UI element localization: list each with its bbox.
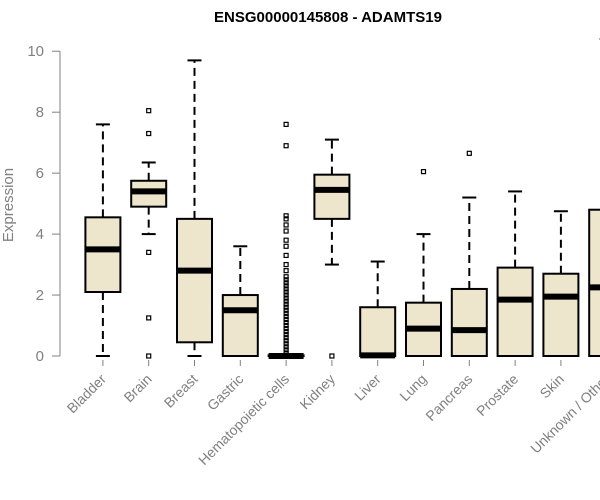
outlier-point	[283, 213, 289, 219]
outlier-point	[283, 304, 289, 310]
y-tick-label: 6	[36, 165, 44, 182]
outlier-point	[283, 268, 289, 274]
box-brain	[130, 108, 168, 359]
x-tick-label: Prostate	[473, 371, 521, 419]
x-tick-label: Lung	[396, 371, 429, 404]
box-kidney	[313, 138, 351, 359]
outlier-point	[146, 353, 152, 359]
iqr-box	[359, 306, 397, 358]
x-tick-label: Brain	[120, 371, 154, 405]
outlier-point	[283, 295, 289, 301]
y-axis-label: Expression	[0, 168, 17, 242]
y-axis-ticks: 0 2 4 6 8 10	[27, 43, 60, 365]
outlier-point	[283, 283, 289, 289]
box-unknown-other	[588, 38, 600, 357]
box-skin	[542, 210, 580, 358]
outlier-point	[283, 298, 289, 304]
outlier-point	[283, 347, 289, 353]
iqr-box	[84, 216, 122, 293]
box-breast	[176, 59, 213, 357]
outlier-point	[283, 121, 289, 127]
outlier-point	[283, 237, 289, 243]
box-hematopoietic-cells	[267, 121, 305, 359]
outlier-point	[283, 274, 289, 280]
outlier-point	[283, 338, 289, 344]
outlier-point	[283, 261, 289, 268]
outlier-point	[146, 108, 152, 114]
outlier-point	[283, 301, 289, 307]
outlier-point	[283, 289, 289, 295]
box-prostate	[496, 190, 534, 357]
outlier-point	[146, 130, 152, 137]
y-tick-label: 10	[27, 43, 44, 60]
iqr-box	[450, 287, 488, 358]
outlier-point	[283, 252, 289, 259]
box-bladder	[84, 123, 122, 357]
outlier-point	[420, 169, 427, 175]
outlier-point	[146, 315, 152, 321]
outlier-point	[283, 341, 289, 347]
x-tick-label: Liver	[351, 371, 384, 404]
y-tick-label: 0	[36, 348, 44, 365]
outlier-point	[283, 216, 289, 222]
outlier-point	[283, 292, 289, 298]
outlier-point	[283, 277, 289, 283]
x-tick-label: Pancreas	[422, 371, 475, 424]
y-tick-label: 8	[36, 104, 44, 121]
x-tick-label: Breast	[161, 371, 201, 411]
x-tick-label: Kidney	[296, 371, 338, 413]
outlier-point	[283, 143, 289, 149]
iqr-box	[496, 266, 534, 357]
iqr-box	[221, 294, 259, 357]
outlier-point	[283, 335, 289, 341]
outlier-point	[329, 353, 335, 359]
outlier-point	[283, 316, 289, 323]
iqr-box	[176, 217, 213, 344]
outlier-point	[283, 322, 289, 329]
boxes	[84, 38, 600, 359]
outlier-point	[283, 319, 289, 326]
box-pancreas	[450, 150, 488, 358]
x-tick-label: Skin	[536, 371, 567, 402]
x-tick-label: Hematopoietic cells	[195, 371, 292, 468]
outlier-point	[146, 249, 152, 255]
outlier-point	[283, 243, 289, 249]
x-tick-label: Gastric	[204, 371, 247, 414]
x-tick-label: Bladder	[64, 371, 110, 417]
outlier-point	[283, 286, 289, 292]
outlier-point	[283, 344, 289, 350]
box-gastric	[221, 245, 259, 357]
outlier-point	[283, 310, 289, 316]
outlier-point	[283, 329, 289, 335]
outlier-point	[466, 150, 472, 156]
iqr-box	[542, 272, 580, 358]
y-tick-label: 4	[36, 226, 44, 243]
iqr-box	[588, 208, 600, 357]
outlier-point	[283, 280, 289, 286]
outlier-point	[283, 350, 289, 356]
outlier-point	[283, 228, 289, 234]
outlier-point	[283, 325, 289, 332]
iqr-box	[313, 173, 351, 220]
outlier-point	[283, 332, 289, 338]
outlier-point	[283, 313, 289, 319]
y-tick-label: 2	[36, 287, 44, 304]
outlier-point	[283, 307, 289, 313]
outlier-point	[283, 222, 289, 228]
box-lung	[405, 169, 442, 357]
box-liver	[359, 260, 397, 359]
chart-title: ENSG00000145808 - ADAMTS19	[214, 9, 442, 26]
